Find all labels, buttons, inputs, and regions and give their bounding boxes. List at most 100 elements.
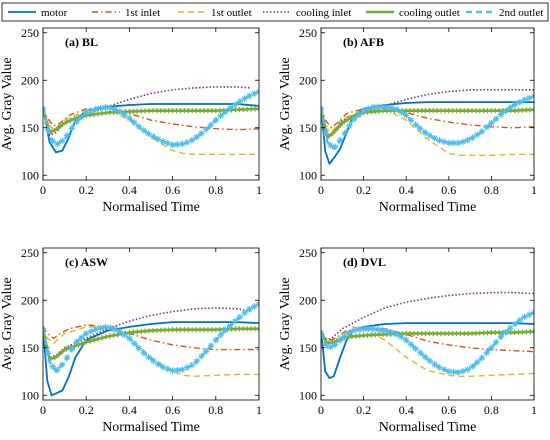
legend-label-1st-outlet: 1st outlet (211, 7, 252, 19)
series-marker (351, 327, 357, 334)
legend-label-1st-inlet: 1st inlet (125, 7, 160, 19)
panel-a-bl-xlabel: Normalised Time (102, 200, 200, 215)
series-line-cooling-outlet (43, 327, 259, 361)
series-marker (446, 368, 452, 375)
x-tick-label: 0.2 (79, 403, 94, 417)
series-marker (321, 106, 324, 110)
series-marker (83, 109, 89, 116)
x-tick-label: 0.8 (208, 403, 223, 417)
series-marker (78, 335, 84, 341)
series-marker (321, 330, 324, 335)
series-marker (117, 108, 123, 115)
series-marker (469, 363, 476, 370)
series-marker (179, 367, 185, 373)
series-line-motor (321, 322, 534, 380)
series-marker (389, 329, 395, 336)
series-marker (174, 367, 180, 373)
series-marker (484, 350, 490, 356)
panel-b-afb-series (321, 89, 534, 165)
series-marker (441, 366, 447, 372)
series-marker (408, 341, 414, 347)
series-marker (427, 358, 433, 364)
series-line-cooling-inlet (43, 307, 251, 359)
x-tick-label: 0.2 (356, 403, 371, 417)
series-marker (327, 142, 334, 148)
series-marker (198, 353, 204, 359)
series-markers-2nd-outlet (321, 309, 534, 376)
x-tick-label: 0.2 (79, 183, 94, 197)
series-marker (59, 362, 65, 368)
series-marker (493, 116, 499, 122)
series-marker (375, 326, 381, 332)
series-marker (150, 134, 156, 140)
series-marker (370, 104, 376, 110)
series-marker (531, 311, 534, 316)
y-tick-label: 150 (21, 341, 39, 355)
series-marker (323, 341, 329, 347)
series-marker (141, 350, 147, 356)
series-marker (507, 104, 513, 111)
series-marker (170, 142, 176, 148)
legend-label-cooling-inlet: cooling inlet (296, 7, 351, 19)
series-marker (379, 104, 386, 110)
series-marker (88, 108, 94, 114)
series-marker (521, 97, 528, 103)
series-marker (526, 312, 532, 318)
series-markers-2nd-outlet (43, 300, 259, 374)
legend: motor 1st inlet 1st outlet cooling inlet coo… (1, 2, 549, 22)
y-tick-label: 200 (299, 293, 317, 307)
panel-c-asw-frame (42, 247, 260, 401)
legend-label-cooling-outlet: cooling outlet (399, 7, 460, 19)
series-marker (64, 132, 70, 139)
series-marker (74, 339, 80, 345)
series-marker (242, 310, 248, 316)
series-line-2nd-outlet (321, 95, 534, 150)
series-marker (246, 306, 252, 312)
series-marker (112, 326, 118, 332)
panel-b-afb: 0 0.2 0.4 0.6 0.8 1 100 150 200 250 (b) AFB Normali… (278, 26, 537, 215)
series-marker (50, 138, 56, 144)
y-tick-label: 150 (21, 121, 39, 135)
x-tick-label: 0.6 (165, 183, 180, 197)
x-tick-label: 0.4 (122, 403, 137, 417)
panel-c-asw-ylabel: Avg. Gray Value (0, 277, 15, 370)
panel-a-bl-frame (42, 27, 260, 181)
series-marker (88, 328, 94, 334)
series-marker (384, 328, 390, 334)
series-marker (493, 339, 499, 345)
series-marker (531, 93, 534, 98)
series-marker (389, 105, 395, 111)
series-marker (484, 124, 490, 130)
series-marker (69, 346, 75, 352)
series-marker (503, 329, 509, 335)
series-marker (141, 127, 147, 133)
panel-c-asw: 0 0.2 0.4 0.6 0.8 1 100 150 200 250 (c) ASW Normali… (0, 246, 262, 435)
series-marker (342, 333, 348, 340)
series-marker (517, 317, 523, 323)
series-marker (69, 125, 75, 131)
series-marker (512, 102, 518, 108)
series-marker (184, 139, 190, 145)
panel-c-asw-xlabel: Normalised Time (102, 420, 200, 435)
panel-a-bl-ylabel: Avg. Gray Value (0, 57, 15, 150)
x-tick-label: 0 (318, 403, 324, 417)
series-marker (237, 98, 243, 105)
series-marker (165, 140, 171, 146)
series-marker (218, 113, 224, 119)
x-tick-label: 0.8 (208, 183, 223, 197)
series-markers-cooling-outlet (43, 326, 259, 362)
panel-b-afb-title: (b) AFB (343, 35, 384, 49)
x-tick-label: 0 (40, 183, 46, 197)
y-tick-label: 250 (21, 26, 39, 40)
series-marker (408, 117, 414, 123)
series-marker (98, 105, 104, 111)
series-line-1st-outlet (321, 106, 534, 157)
panel-c-asw-title: (c) ASW (65, 255, 108, 269)
series-marker (50, 363, 56, 370)
series-marker (498, 111, 504, 118)
x-tick-label: 0.4 (399, 183, 414, 197)
y-tick-label: 250 (299, 246, 317, 260)
series-marker (474, 132, 480, 138)
series-marker (146, 131, 152, 137)
